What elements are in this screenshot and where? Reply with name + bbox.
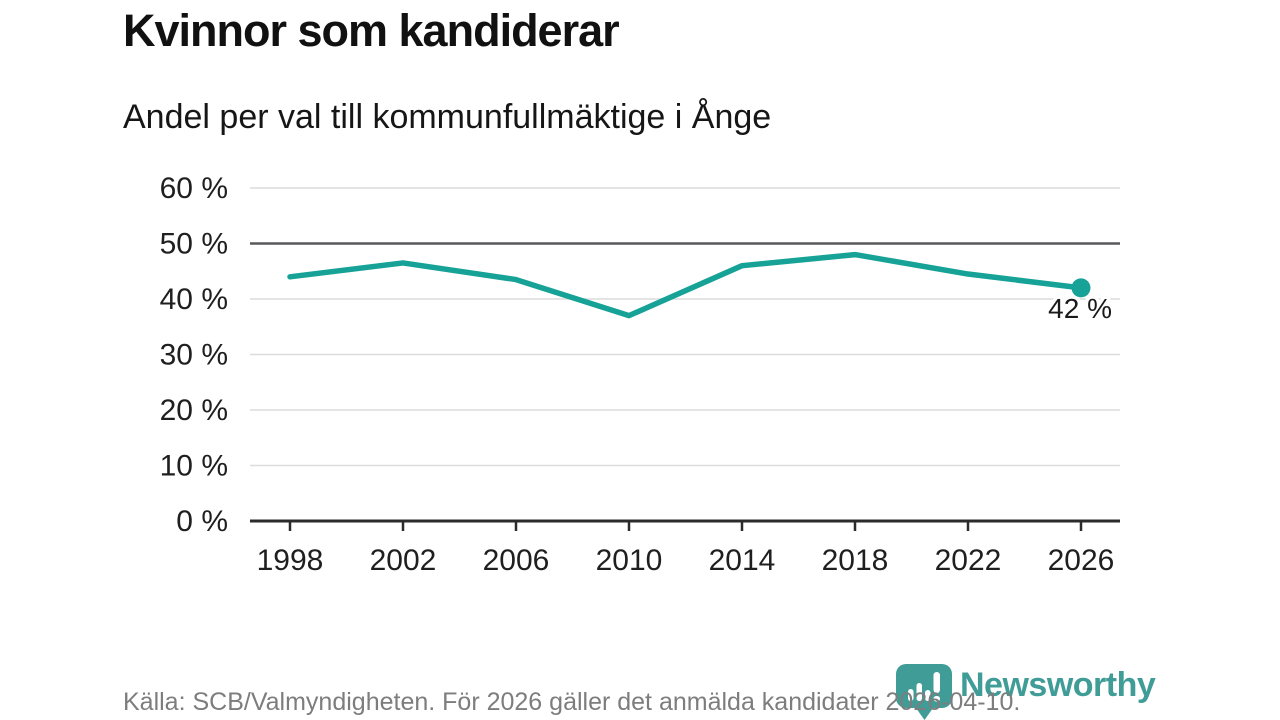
x-axis-tick-label: 2022 — [935, 544, 1002, 577]
y-axis-tick-label: 50 % — [160, 228, 228, 261]
y-axis-tick-label: 0 % — [176, 505, 228, 538]
newsworthy-logo: Newsworthy — [896, 664, 1156, 720]
x-axis-tick-label: 2014 — [709, 544, 776, 577]
x-axis-tick-label: 1998 — [257, 544, 324, 577]
end-point-marker — [1071, 278, 1091, 298]
x-axis-tick-label: 2026 — [1048, 544, 1115, 577]
x-axis-tick-label: 2010 — [596, 544, 663, 577]
source-text: Källa: SCB/Valmyndigheten. För 2026 gäll… — [123, 688, 1021, 716]
newsworthy-icon — [896, 664, 952, 720]
x-axis-tick-label: 2002 — [370, 544, 437, 577]
y-axis-tick-label: 10 % — [160, 450, 228, 483]
y-axis-tick-label: 30 % — [160, 339, 228, 372]
page-title: Kvinnor som kandiderar — [123, 5, 620, 56]
data-line — [287, 251, 1084, 319]
y-axis-tick-label: 60 % — [160, 172, 228, 205]
x-axis-tick-label: 2018 — [822, 544, 889, 577]
last-value-label: 42 % — [1048, 293, 1112, 324]
y-axis-tick-label: 20 % — [160, 394, 228, 427]
newsworthy-wordmark: Newsworthy — [960, 666, 1156, 704]
y-axis-tick-label: 40 % — [160, 283, 228, 316]
x-axis-tick-label: 2006 — [483, 544, 550, 577]
page-subtitle: Andel per val till kommunfullmäktige i Å… — [123, 98, 772, 136]
